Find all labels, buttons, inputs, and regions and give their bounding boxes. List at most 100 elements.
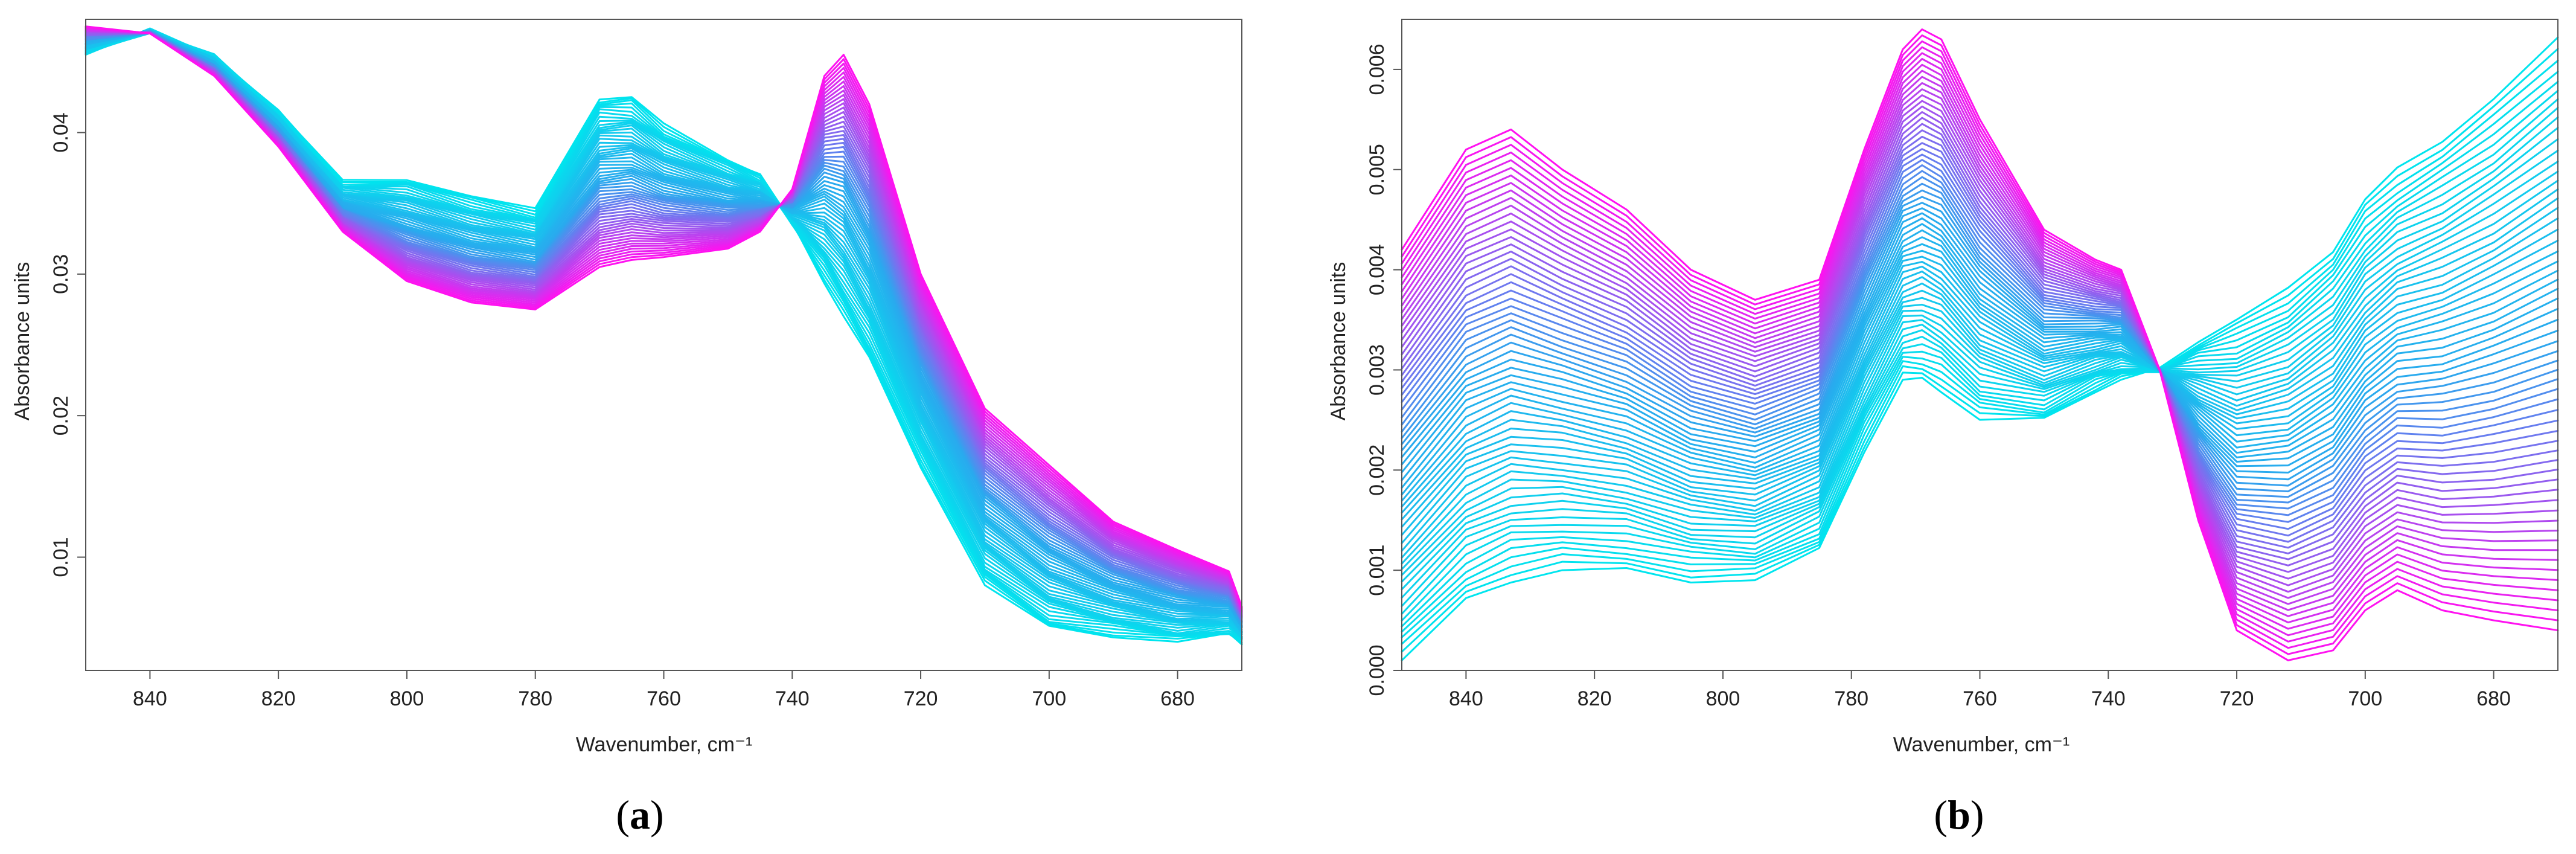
panel-b-spectrum-line <box>1401 164 2559 516</box>
panel-a-y-axis: 0.01 0.02 0.03 0.04 <box>50 112 86 577</box>
panel-b-spectrum-line <box>1401 239 2559 521</box>
panel-b-spectrum-line <box>1401 94 2559 593</box>
panel-b-spectrum-line <box>1401 188 2559 559</box>
panel-b: Absorbance units 0.0000.0010.0020.0030.0… <box>1327 19 2559 838</box>
panel-b-letter: b <box>1948 792 1970 838</box>
panel-b-y-tick-label: 0.000 <box>1366 644 1389 696</box>
panel-b-spectrum-line <box>1401 138 2559 591</box>
panel-b-spectrum-line <box>1401 123 2559 560</box>
panel-b-spectrum-line <box>1401 228 2559 528</box>
panel-a-label: (a) <box>616 792 663 838</box>
panel-b-plot-frame <box>1401 19 2558 671</box>
panel-b-spectrum-line <box>1401 179 2559 565</box>
panel-b-y-tick-label: 0.003 <box>1366 344 1389 396</box>
panel-b-spectrum-line <box>1401 249 2559 508</box>
panel-b-spectrum-line <box>1401 105 2559 580</box>
panel-a-y-tick-label: 0.02 <box>50 396 72 435</box>
panel-b-spectrum-line <box>1401 250 2559 514</box>
panel-a-letter: a <box>630 792 650 838</box>
panel-b-spectrum-line <box>1401 28 2559 661</box>
panel-b-spectrum-line <box>1401 207 2559 474</box>
panel-a-x-tick-label: 720 <box>904 687 938 710</box>
panel-b-y-tick-label: 0.001 <box>1366 545 1389 596</box>
panel-b-spectrum-line <box>1401 135 2559 549</box>
panel-b-x-axis: 840 820 800 780 760 740 720 700 680 <box>1449 670 2511 710</box>
panel-b-spectrum-line <box>1401 100 2559 586</box>
panel-b-spectrum-line <box>1401 89 2559 628</box>
panel-b-y-tick-label: 0.005 <box>1366 144 1389 195</box>
panel-b-spectrum-line <box>1401 63 2559 624</box>
panel-a-x-tick-label: 840 <box>133 687 167 710</box>
panel-b-label: (b) <box>1934 792 1984 838</box>
panel-b-ylabel: Absorbance units <box>1327 262 1350 421</box>
panel-b-y-axis: 0.000 0.001 0.002 0.003 0.004 0.005 0.006 <box>1366 43 1402 696</box>
panel-a-x-tick-label: 680 <box>1160 687 1195 710</box>
panel-b-spectrum-line <box>1401 80 2559 633</box>
panel-b-spectrum-line <box>1401 176 2559 504</box>
panel-b-spectrum-line <box>1401 182 2559 498</box>
panel-b-x-tick-label: 780 <box>1834 687 1868 710</box>
panel-b-spectrum-line <box>1401 229 2559 489</box>
panel-a-plot-frame <box>85 19 1242 671</box>
panel-b-x-tick-label: 800 <box>1706 687 1740 710</box>
panel-b-spectrum-line <box>1401 40 2559 649</box>
panel-b-spectrum-line <box>1401 106 2559 615</box>
panel-a-x-tick-label: 700 <box>1032 687 1066 710</box>
panel-b-spectrum-line <box>1401 98 2559 622</box>
panel-b-spectrum-line <box>1401 197 2559 552</box>
panel-b-spectrum-line <box>1401 46 2559 643</box>
panel-b-y-tick-label: 0.006 <box>1366 43 1389 95</box>
panel-b-spectrum-line <box>1401 58 2559 630</box>
panel-b-spectrum-line <box>1401 116 2559 608</box>
panel-b-spectrum-line <box>1401 202 2559 481</box>
panel-b-spectrum-line <box>1401 111 2559 573</box>
panel-b-x-tick-label: 720 <box>2220 687 2254 710</box>
panel-b-series-group <box>1401 28 2559 661</box>
panel-b-spectrum-line <box>1401 48 2559 653</box>
panel-b-spectrum-line <box>1401 117 2559 567</box>
panel-b-spectrum-line <box>1401 196 2559 487</box>
panel-b-spectrum-line <box>1401 129 2559 554</box>
panel-b-spectrum-line <box>1401 170 2559 570</box>
panel-b-spectrum-line <box>1401 71 2559 638</box>
panel-b-x-tick-label: 680 <box>2476 687 2511 710</box>
panel-b-spectrum-line <box>1401 153 2559 530</box>
panel-b-spectrum-line <box>1401 217 2559 536</box>
panel-b-spectrum-line <box>1401 88 2559 599</box>
panel-b-y-tick-label: 0.004 <box>1366 244 1389 295</box>
panel-b-xlabel: Wavenumber, cm⁻¹ <box>1893 733 2070 756</box>
panel-a-y-tick-label: 0.01 <box>50 537 72 577</box>
panel-b-spectrum-line <box>1401 82 2559 605</box>
panel-b-spectrum-line <box>1401 212 2559 467</box>
panel-b-x-tick-label: 700 <box>2348 687 2382 710</box>
panel-b-spectrum-line <box>1401 34 2559 655</box>
panel-a-spectrum-line <box>85 25 1243 608</box>
panel-b-x-tick-label: 740 <box>2091 687 2126 710</box>
panel-b-spectrum-line <box>1401 236 2559 496</box>
panel-b-spectrum-line <box>1401 59 2559 645</box>
panel-b-spectrum-line <box>1401 52 2559 637</box>
panel-a-x-tick-label: 780 <box>518 687 552 710</box>
panel-a-x-tick-label: 800 <box>390 687 424 710</box>
panel-b-spectrum-line <box>1401 149 2559 583</box>
panel-b-y-tick-label: 0.002 <box>1366 445 1389 496</box>
panel-b-spectrum-line <box>1401 148 2559 537</box>
panel-a-x-tick-label: 820 <box>261 687 296 710</box>
panel-a-xlabel: Wavenumber, cm⁻¹ <box>576 733 753 756</box>
panel-b-spectrum-line <box>1401 69 2559 617</box>
panel-b-spectrum-line <box>1401 75 2559 611</box>
panel-a-x-tick-label: 740 <box>775 687 810 710</box>
panel-a-series-group <box>85 25 1243 646</box>
panel-a-ylabel: Absorbance units <box>11 262 34 421</box>
panel-a-y-tick-label: 0.03 <box>50 254 72 294</box>
panel-b-spectrum-line <box>1401 127 2559 599</box>
panel-b-spectrum-line <box>1401 36 2559 661</box>
panel-b-spectrum-line <box>1401 189 2559 493</box>
panel-b-spectrum-line <box>1401 142 2559 543</box>
panel-b-x-tick-label: 820 <box>1577 687 1612 710</box>
panel-b-spectrum-line <box>1401 160 2559 576</box>
panel-b-spectrum-line <box>1401 217 2559 474</box>
panel-b-spectrum-line <box>1401 243 2559 502</box>
panel-a-spectrum-line <box>85 30 1243 614</box>
